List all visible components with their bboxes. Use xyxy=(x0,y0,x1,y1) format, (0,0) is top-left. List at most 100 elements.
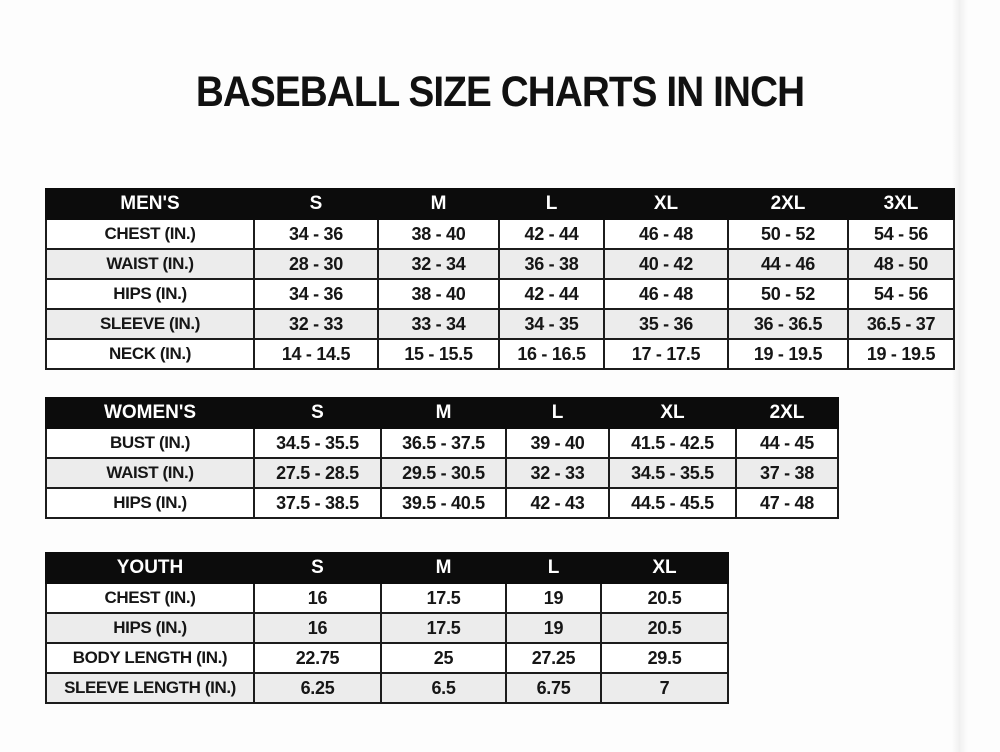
size-value: 44 - 46 xyxy=(727,248,849,280)
size-value: 20.5 xyxy=(600,582,729,614)
size-value: 42 - 43 xyxy=(505,487,610,519)
row-label: SLEEVE LENGTH (IN.) xyxy=(45,672,255,704)
column-header: XL xyxy=(608,397,737,429)
size-value: 46 - 48 xyxy=(603,278,729,310)
size-value: 19 - 19.5 xyxy=(727,338,849,370)
column-header: M xyxy=(380,552,507,584)
size-value: 50 - 52 xyxy=(727,218,849,250)
size-value: 44.5 - 45.5 xyxy=(608,487,737,519)
table-row: CHEST (IN.) 34 - 36 38 - 40 42 - 44 46 -… xyxy=(45,218,955,250)
column-header: M xyxy=(380,397,507,429)
table-row: HIPS (IN.) 37.5 - 38.5 39.5 - 40.5 42 - … xyxy=(45,487,839,519)
row-label: HIPS (IN.) xyxy=(45,487,255,519)
column-header: 2XL xyxy=(735,397,839,429)
size-value: 46 - 48 xyxy=(603,218,729,250)
size-value: 32 - 33 xyxy=(505,457,610,489)
size-value: 6.5 xyxy=(380,672,507,704)
size-value: 17.5 xyxy=(380,612,507,644)
size-value: 27.5 - 28.5 xyxy=(253,457,382,489)
size-value: 32 - 33 xyxy=(253,308,379,340)
size-value: 16 xyxy=(253,582,382,614)
size-value: 34 - 36 xyxy=(253,218,379,250)
size-value: 42 - 44 xyxy=(498,278,605,310)
table-row: BUST (IN.) 34.5 - 35.5 36.5 - 37.5 39 - … xyxy=(45,427,839,459)
page-title: BASEBALL SIZE CHARTS IN INCH xyxy=(195,68,805,116)
size-value: 42 - 44 xyxy=(498,218,605,250)
size-value: 38 - 40 xyxy=(377,278,500,310)
size-value: 6.25 xyxy=(253,672,382,704)
row-label: HIPS (IN.) xyxy=(45,612,255,644)
table-row: WAIST (IN.) 28 - 30 32 - 34 36 - 38 40 -… xyxy=(45,248,955,280)
row-label: BUST (IN.) xyxy=(45,427,255,459)
size-value: 7 xyxy=(600,672,729,704)
column-header: XL xyxy=(603,188,729,220)
size-value: 54 - 56 xyxy=(847,278,955,310)
table-title-cell: MEN'S xyxy=(45,188,255,220)
size-value: 25 xyxy=(380,642,507,674)
table-row: SLEEVE (IN.) 32 - 33 33 - 34 34 - 35 35 … xyxy=(45,308,955,340)
column-header: L xyxy=(498,188,605,220)
column-header: S xyxy=(253,552,382,584)
size-value: 37.5 - 38.5 xyxy=(253,487,382,519)
mens-header-row: MEN'S S M L XL 2XL 3XL xyxy=(45,188,955,220)
size-value: 22.75 xyxy=(253,642,382,674)
size-value: 39 - 40 xyxy=(505,427,610,459)
size-value: 32 - 34 xyxy=(377,248,500,280)
column-header: 2XL xyxy=(727,188,849,220)
table-row: HIPS (IN.) 16 17.5 19 20.5 xyxy=(45,612,729,644)
row-label: WAIST (IN.) xyxy=(45,248,255,280)
row-label: WAIST (IN.) xyxy=(45,457,255,489)
womens-header-row: WOMEN'S S M L XL 2XL xyxy=(45,397,839,429)
size-value: 36 - 36.5 xyxy=(727,308,849,340)
size-value: 44 - 45 xyxy=(735,427,839,459)
size-value: 14 - 14.5 xyxy=(253,338,379,370)
size-value: 39.5 - 40.5 xyxy=(380,487,507,519)
size-value: 36.5 - 37 xyxy=(847,308,955,340)
size-value: 35 - 36 xyxy=(603,308,729,340)
mens-size-table: MEN'S S M L XL 2XL 3XL CHEST (IN.) 34 - … xyxy=(45,188,955,370)
table-row: BODY LENGTH (IN.) 22.75 25 27.25 29.5 xyxy=(45,642,729,674)
table-row: NECK (IN.) 14 - 14.5 15 - 15.5 16 - 16.5… xyxy=(45,338,955,370)
size-value: 38 - 40 xyxy=(377,218,500,250)
womens-size-table: WOMEN'S S M L XL 2XL BUST (IN.) 34.5 - 3… xyxy=(45,397,839,519)
size-value: 48 - 50 xyxy=(847,248,955,280)
size-value: 36 - 38 xyxy=(498,248,605,280)
size-value: 17.5 xyxy=(380,582,507,614)
size-value: 34 - 36 xyxy=(253,278,379,310)
table-row: SLEEVE LENGTH (IN.) 6.25 6.5 6.75 7 xyxy=(45,672,729,704)
size-value: 15 - 15.5 xyxy=(377,338,500,370)
column-header: M xyxy=(377,188,500,220)
size-value: 34.5 - 35.5 xyxy=(253,427,382,459)
column-header: L xyxy=(505,397,610,429)
scan-artifact-band xyxy=(952,0,968,752)
size-value: 6.75 xyxy=(505,672,602,704)
row-label: NECK (IN.) xyxy=(45,338,255,370)
size-value: 41.5 - 42.5 xyxy=(608,427,737,459)
size-value: 27.25 xyxy=(505,642,602,674)
table-row: HIPS (IN.) 34 - 36 38 - 40 42 - 44 46 - … xyxy=(45,278,955,310)
column-header: 3XL xyxy=(847,188,955,220)
size-value: 19 - 19.5 xyxy=(847,338,955,370)
size-value: 33 - 34 xyxy=(377,308,500,340)
row-label: CHEST (IN.) xyxy=(45,218,255,250)
size-value: 29.5 - 30.5 xyxy=(380,457,507,489)
column-header: L xyxy=(505,552,602,584)
size-value: 54 - 56 xyxy=(847,218,955,250)
size-value: 19 xyxy=(505,612,602,644)
table-title-cell: WOMEN'S xyxy=(45,397,255,429)
table-row: WAIST (IN.) 27.5 - 28.5 29.5 - 30.5 32 -… xyxy=(45,457,839,489)
table-title-cell: YOUTH xyxy=(45,552,255,584)
youth-size-table: YOUTH S M L XL CHEST (IN.) 16 17.5 19 20… xyxy=(45,552,729,704)
table-row: CHEST (IN.) 16 17.5 19 20.5 xyxy=(45,582,729,614)
row-label: BODY LENGTH (IN.) xyxy=(45,642,255,674)
size-value: 34.5 - 35.5 xyxy=(608,457,737,489)
size-value: 16 - 16.5 xyxy=(498,338,605,370)
size-value: 19 xyxy=(505,582,602,614)
size-value: 20.5 xyxy=(600,612,729,644)
size-value: 17 - 17.5 xyxy=(603,338,729,370)
row-label: CHEST (IN.) xyxy=(45,582,255,614)
size-value: 28 - 30 xyxy=(253,248,379,280)
size-value: 16 xyxy=(253,612,382,644)
row-label: SLEEVE (IN.) xyxy=(45,308,255,340)
size-value: 47 - 48 xyxy=(735,487,839,519)
